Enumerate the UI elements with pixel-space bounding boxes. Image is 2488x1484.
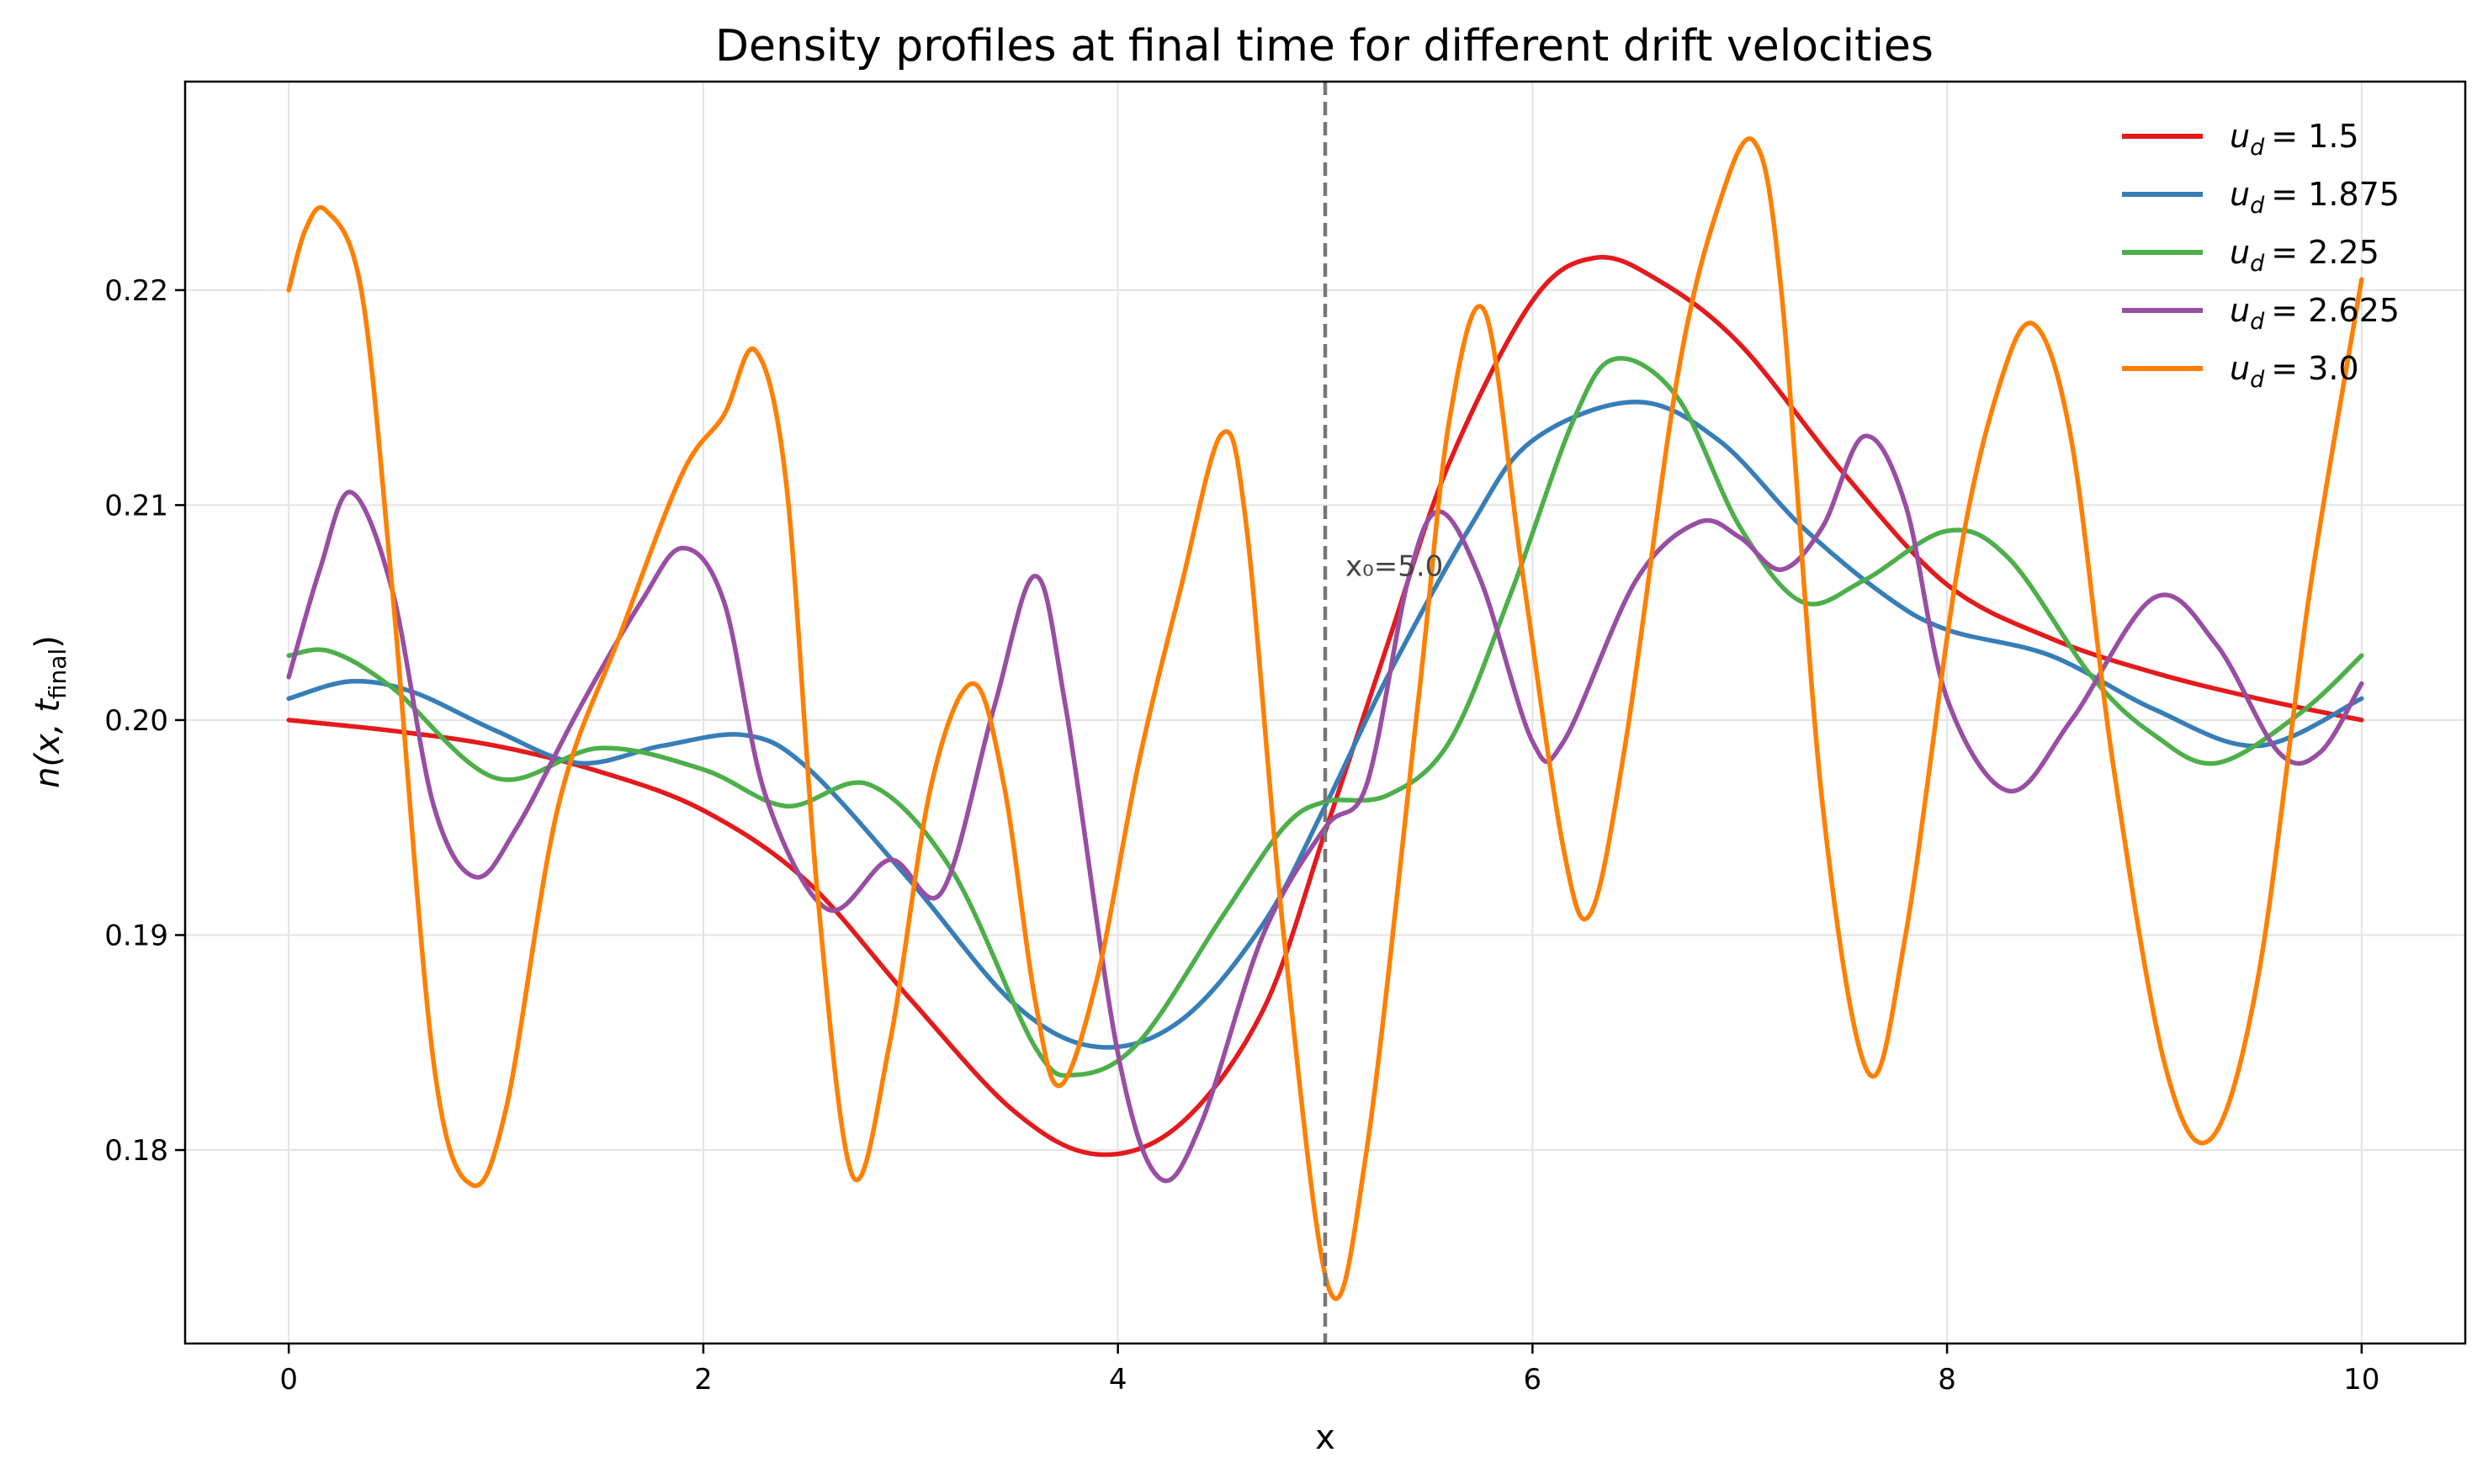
y-axis-label-close: ) (29, 635, 67, 649)
plot-frame (183, 80, 2467, 1345)
x-tick-label-0: 0 (279, 1363, 298, 1397)
chart-title: Density profiles at final time for diffe… (715, 21, 1934, 72)
reference-line-layer: x₀=5.0 (1323, 82, 1443, 1344)
legend-label-1: ud = 1.875 (2230, 176, 2400, 219)
x-axis-label: x (1315, 1418, 1335, 1457)
y-axis-label-subscript: final (44, 649, 72, 699)
y-axis-label-main: n(x, t (29, 698, 67, 788)
legend-label-2: ud = 2.25 (2230, 234, 2379, 277)
series-line-3 (286, 433, 2364, 1184)
series-line-4 (286, 136, 2364, 1301)
legend: ud = 1.5 ud = 1.875 ud = 2.25 ud = 2.625 ud = 3.0 (2122, 118, 2400, 393)
y-tick-label-0: 0.18 (104, 1134, 168, 1168)
legend-label-4: ud = 3.0 (2230, 350, 2359, 393)
x-tick-label-5: 10 (2343, 1363, 2379, 1397)
y-tick-label-1: 0.19 (104, 919, 168, 952)
y-tick-label-3: 0.21 (104, 489, 168, 522)
x-tick-label-3: 6 (1524, 1363, 1542, 1397)
x-axis-ticks: 0 2 4 6 8 10 (279, 1344, 2379, 1397)
y-tick-label-2: 0.20 (104, 704, 168, 738)
y-axis-label: n(x, tfinal) (29, 635, 72, 788)
legend-label-3: ud = 2.625 (2230, 292, 2400, 335)
legend-label-0: ud = 1.5 (2230, 118, 2359, 161)
x-tick-label-1: 2 (694, 1363, 713, 1397)
y-axis-ticks: 0.18 0.19 0.20 0.21 0.22 (104, 274, 185, 1168)
x-tick-label-2: 4 (1109, 1363, 1127, 1397)
y-tick-label-4: 0.22 (104, 274, 168, 308)
series-line-2 (286, 356, 2364, 1079)
series-layer (286, 136, 2364, 1301)
x-tick-label-4: 8 (1938, 1363, 1956, 1397)
reference-line-label: x₀=5.0 (1345, 550, 1443, 584)
